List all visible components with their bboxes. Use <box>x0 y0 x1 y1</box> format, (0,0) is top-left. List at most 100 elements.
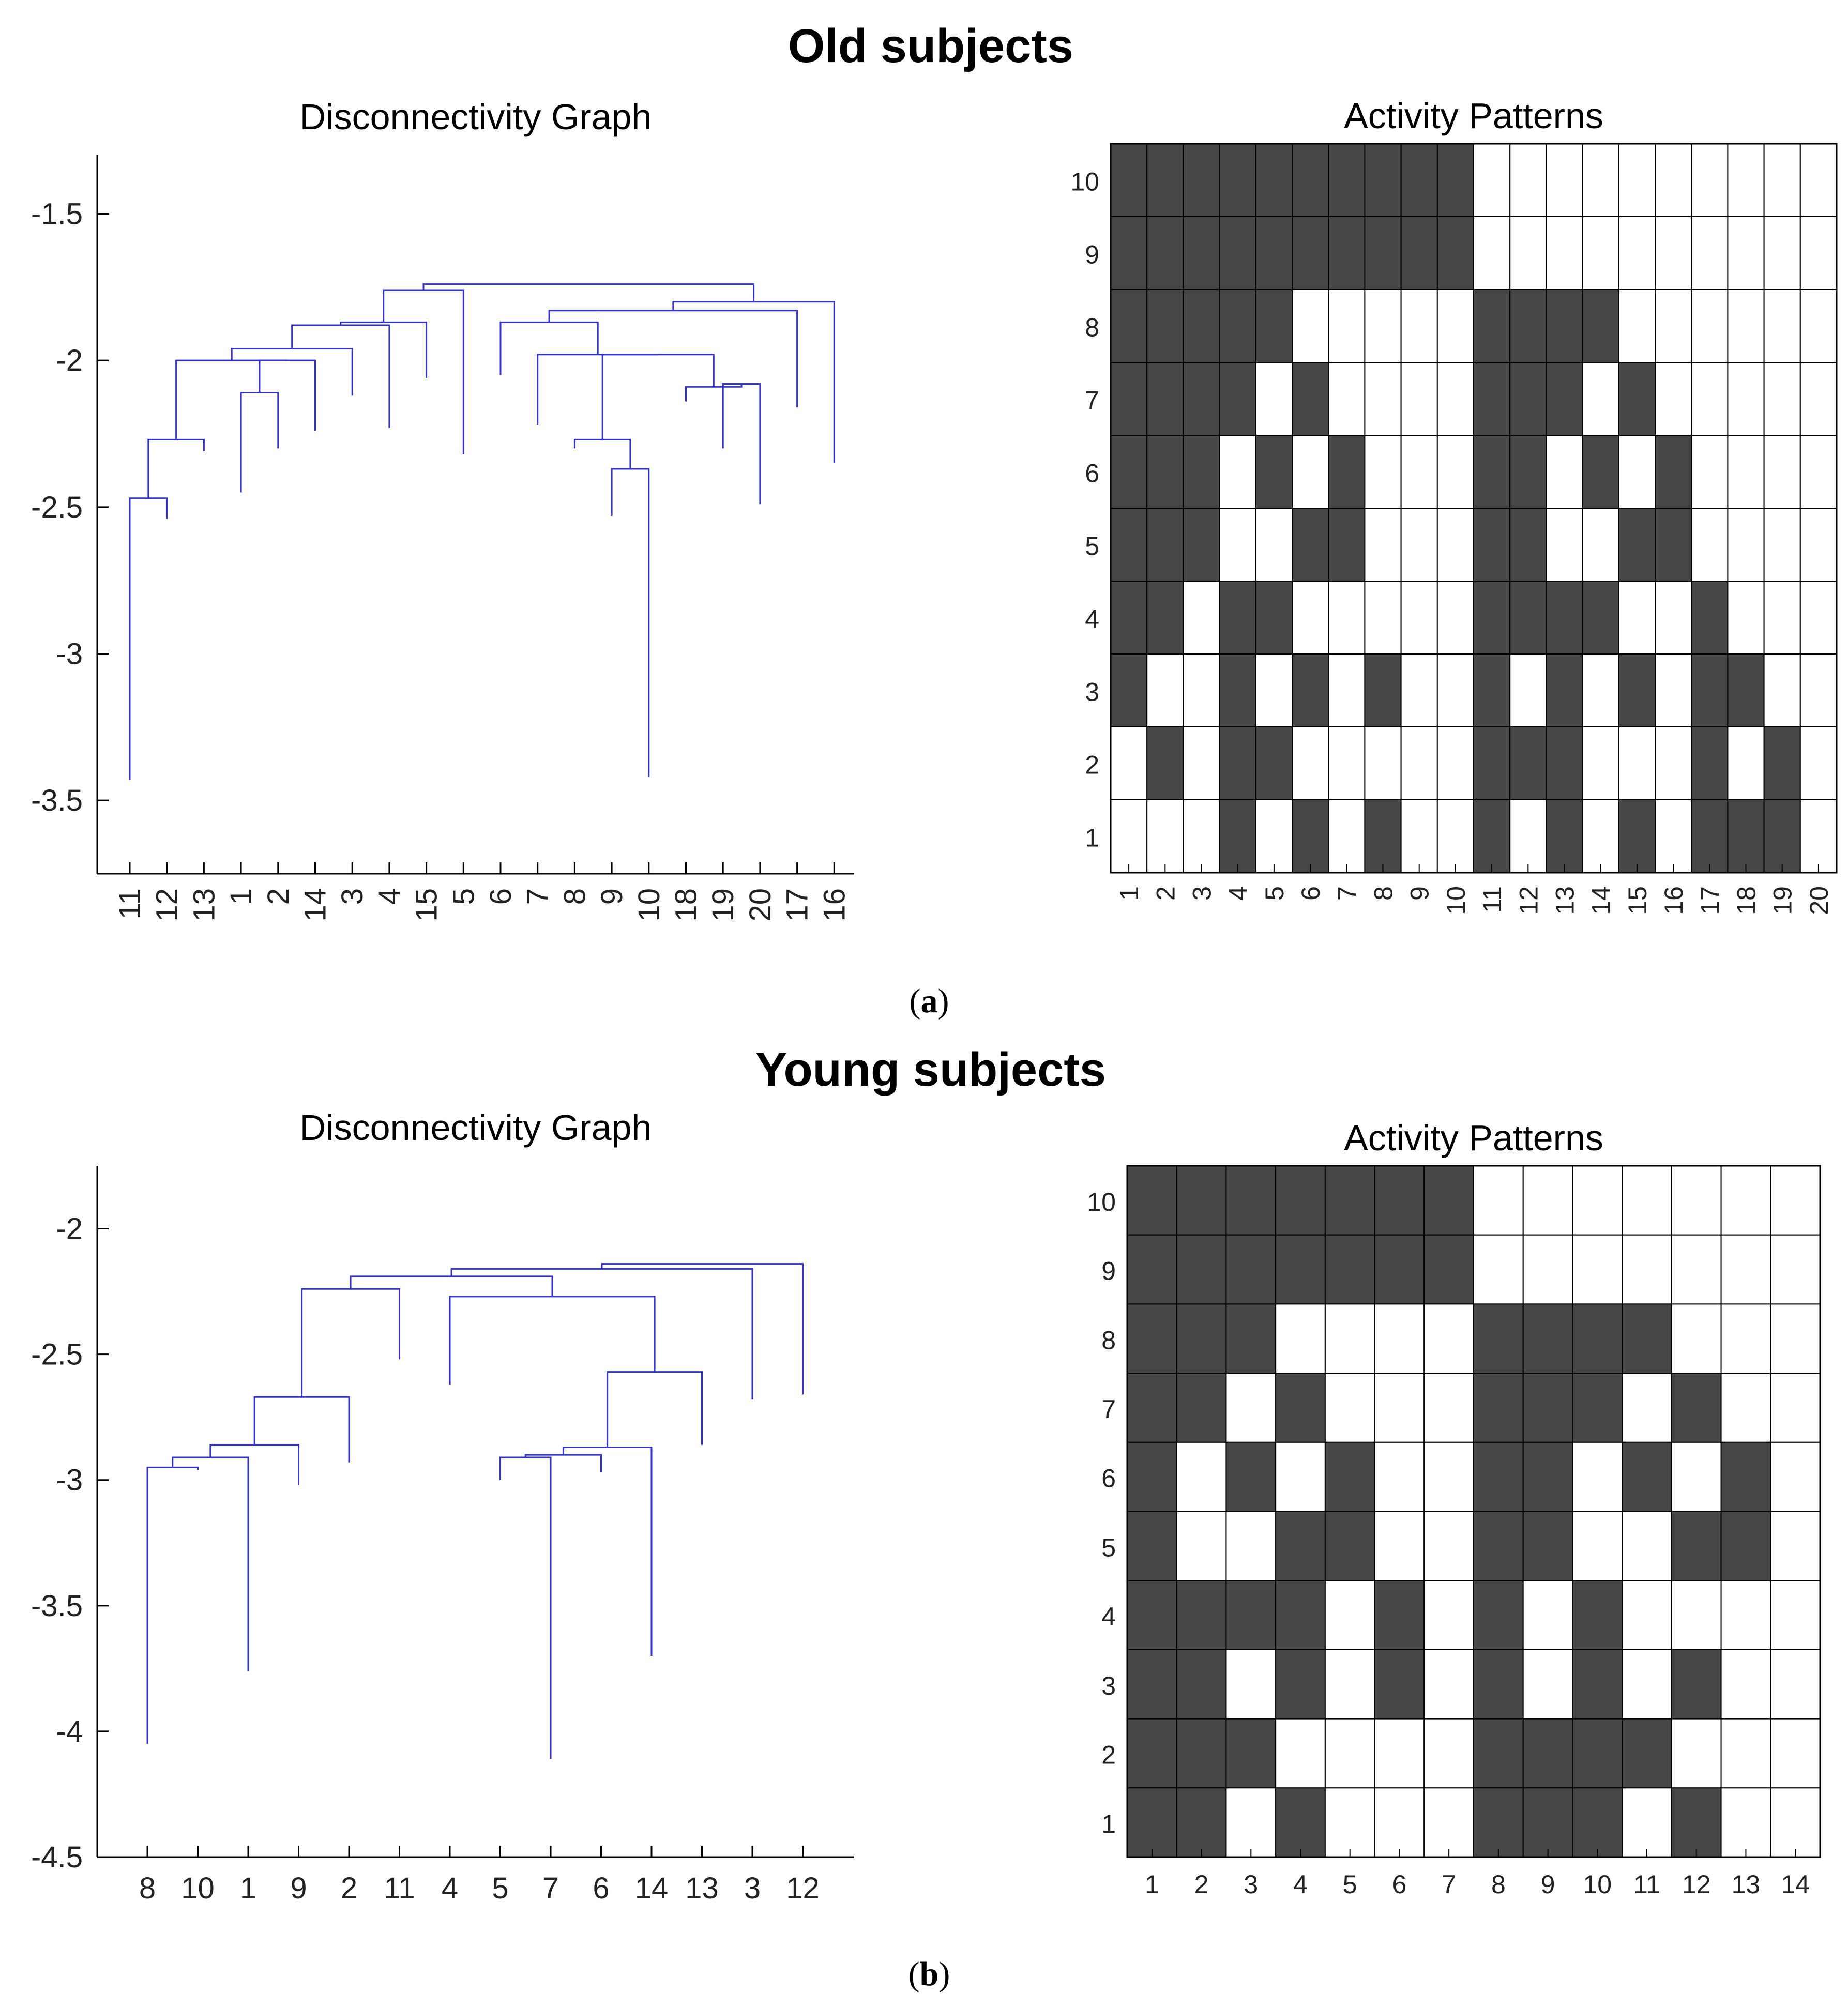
activity-cell <box>1374 1441 1425 1512</box>
activity-cell <box>1255 653 1293 727</box>
dendrogram-link <box>422 283 755 302</box>
activity-cell <box>1324 1511 1375 1581</box>
activity-cell <box>1572 1234 1623 1305</box>
leaf-label: 9 <box>290 1872 307 1905</box>
panel-a-label: (a) <box>910 982 949 1020</box>
activity-cell <box>1436 289 1475 363</box>
activity-cell <box>1509 653 1547 727</box>
leaf-label: 18 <box>670 888 703 922</box>
col-label: 9 <box>1405 886 1434 901</box>
activity-cell <box>1522 1580 1573 1650</box>
col-label: 4 <box>1224 886 1253 901</box>
activity-cell <box>1374 1511 1425 1581</box>
panel-b-label-letter: b <box>920 1955 939 1993</box>
activity-cell <box>1770 1441 1821 1512</box>
activity-cell <box>1720 1511 1771 1581</box>
leaf-label: 6 <box>484 888 518 905</box>
col-label: 2 <box>1151 886 1180 901</box>
col-label: 3 <box>1244 1870 1258 1899</box>
activity-cell <box>1727 726 1765 800</box>
col-label: 5 <box>1343 1870 1357 1899</box>
leaf-label: 12 <box>150 888 184 922</box>
activity-cell <box>1374 1234 1425 1305</box>
activity-cell <box>1400 362 1438 436</box>
activity-cell <box>1146 508 1184 582</box>
activity-cell <box>1763 508 1801 582</box>
activity-cell <box>1509 216 1547 290</box>
activity-cell <box>1292 435 1329 509</box>
activity-cell <box>1727 435 1765 509</box>
activity-cell <box>1546 435 1583 509</box>
activity-cell <box>1292 726 1329 800</box>
activity-cell <box>1546 143 1583 217</box>
activity-cell <box>1618 216 1656 290</box>
leaf-label: 11 <box>384 1872 415 1905</box>
leaf-label: 5 <box>447 888 480 905</box>
activity-cell <box>1328 435 1366 509</box>
panel-b-label-close: ) <box>938 1955 950 1993</box>
activity-cell <box>1763 216 1801 290</box>
activity-cell <box>1473 581 1511 655</box>
activity-cell <box>1176 1580 1227 1650</box>
activity-cell <box>1225 1165 1277 1236</box>
leaf-label: 20 <box>744 888 777 922</box>
activity-cell <box>1127 1718 1177 1789</box>
activity-cell <box>1328 143 1366 217</box>
activity-cell <box>1374 1580 1425 1650</box>
activity-cell <box>1473 1580 1524 1650</box>
activity-cell <box>1509 435 1547 509</box>
activity-cell <box>1509 508 1547 582</box>
leaf-label: 11 <box>113 888 147 919</box>
leaf-label: 13 <box>187 888 221 922</box>
activity-cell <box>1110 362 1148 436</box>
activity-cell <box>1225 1718 1277 1789</box>
row-label: 6 <box>1085 459 1099 488</box>
activity-cell <box>1473 799 1511 873</box>
activity-cell <box>1127 1787 1177 1858</box>
activity-cell <box>1572 1787 1623 1858</box>
activity-cell <box>1618 581 1656 655</box>
activity-cell <box>1275 1511 1326 1581</box>
activity-cell <box>1655 726 1692 800</box>
activity-cell <box>1423 1373 1474 1443</box>
leaf-label: 3 <box>336 888 369 905</box>
row-label: 8 <box>1101 1326 1116 1355</box>
activity-frame <box>1126 1165 1821 1858</box>
activity-cell <box>1618 289 1656 363</box>
activity-cell <box>1146 143 1184 217</box>
activity-cell <box>1582 362 1619 436</box>
activity-cell <box>1364 653 1402 727</box>
row-label: 5 <box>1085 532 1099 561</box>
activity-cell <box>1183 726 1220 800</box>
activity-cell <box>1127 1580 1177 1650</box>
activity-cell <box>1509 726 1547 800</box>
activity-cell <box>1720 1718 1771 1789</box>
activity-cell <box>1763 799 1801 873</box>
activity-cell <box>1183 653 1220 727</box>
activity-cell <box>1727 508 1765 582</box>
activity-title: Activity Patterns <box>1344 96 1603 136</box>
activity-cell <box>1671 1373 1722 1443</box>
leaf-label: 10 <box>632 888 666 922</box>
y-tick-label: -1.5 <box>31 197 83 231</box>
activity-cell <box>1110 508 1148 582</box>
activity-cell <box>1275 1649 1326 1720</box>
activity-cell <box>1110 581 1148 655</box>
row-label: 5 <box>1101 1533 1116 1562</box>
activity-cell <box>1671 1511 1722 1581</box>
activity-cell <box>1183 799 1220 873</box>
col-label: 13 <box>1732 1870 1761 1899</box>
activity-cell <box>1127 1234 1177 1305</box>
activity-cell <box>1127 1441 1177 1512</box>
activity-cell <box>1324 1165 1375 1236</box>
activity-cell <box>1770 1373 1821 1443</box>
activity-cell <box>1436 362 1475 436</box>
activity-cell <box>1146 216 1184 290</box>
activity-cell <box>1509 289 1547 363</box>
row-label: 7 <box>1101 1395 1116 1424</box>
dendrogram-link <box>129 497 168 780</box>
leaf-label: 9 <box>595 888 629 905</box>
activity-cell <box>1127 1165 1177 1236</box>
dendrogram-link <box>147 438 205 498</box>
col-label: 15 <box>1623 886 1652 915</box>
